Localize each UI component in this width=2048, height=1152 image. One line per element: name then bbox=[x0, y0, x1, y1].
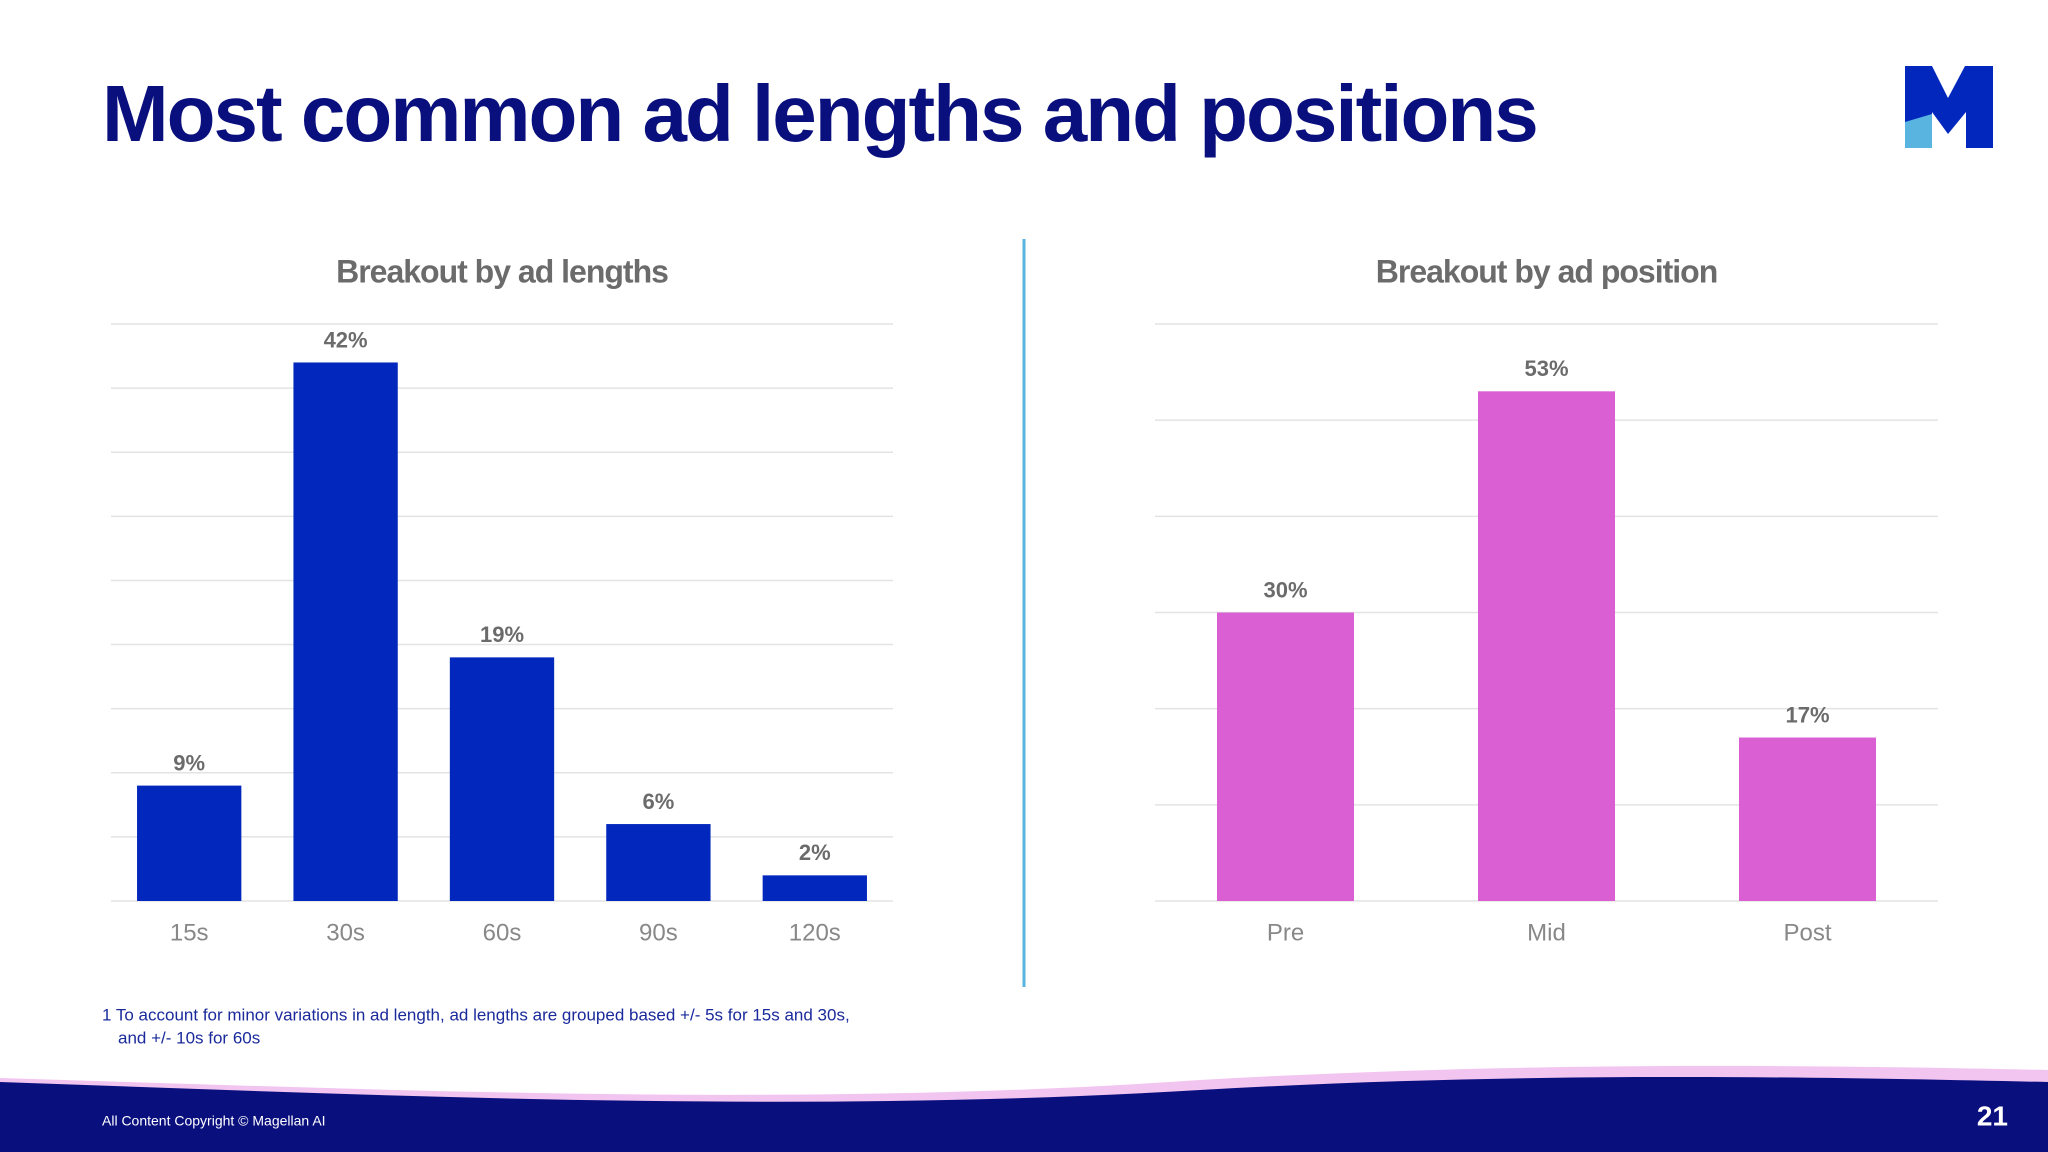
data-label: 53% bbox=[1524, 356, 1568, 381]
footer-band bbox=[0, 1077, 2048, 1152]
slide-title: Most common ad lengths and positions bbox=[102, 69, 1537, 158]
copyright: All Content Copyright © Magellan AI bbox=[102, 1113, 326, 1129]
data-label: 17% bbox=[1785, 702, 1829, 727]
data-label: 42% bbox=[324, 327, 368, 352]
bar bbox=[293, 362, 398, 901]
logo bbox=[1905, 66, 1993, 148]
chart-title: Breakout by ad lengths bbox=[336, 253, 668, 289]
page-number: 21 bbox=[1977, 1100, 2008, 1131]
footnote: and +/- 10s for 60s bbox=[118, 1028, 260, 1047]
x-tick-label: 15s bbox=[170, 919, 209, 946]
bar bbox=[137, 785, 242, 901]
x-tick-label: Mid bbox=[1527, 919, 1566, 946]
x-tick-label: 90s bbox=[639, 919, 678, 946]
x-tick-label: Pre bbox=[1267, 919, 1304, 946]
data-label: 2% bbox=[799, 840, 831, 865]
bar bbox=[762, 875, 867, 901]
bar bbox=[1477, 391, 1616, 901]
bar bbox=[606, 824, 711, 901]
x-tick-label: 120s bbox=[789, 919, 841, 946]
bar bbox=[1738, 737, 1877, 901]
logo-accent bbox=[1905, 114, 1932, 148]
x-tick-label: 30s bbox=[326, 919, 365, 946]
bar bbox=[449, 657, 555, 901]
data-label: 19% bbox=[480, 622, 524, 647]
data-label: 9% bbox=[173, 750, 205, 775]
footnote: 1 To account for minor variations in ad … bbox=[102, 1005, 850, 1024]
data-label: 6% bbox=[643, 789, 675, 814]
x-tick-label: 60s bbox=[483, 919, 522, 946]
data-label: 30% bbox=[1263, 577, 1307, 602]
chart-title: Breakout by ad position bbox=[1376, 253, 1717, 289]
bar bbox=[1216, 612, 1355, 901]
x-tick-label: Post bbox=[1783, 919, 1831, 946]
